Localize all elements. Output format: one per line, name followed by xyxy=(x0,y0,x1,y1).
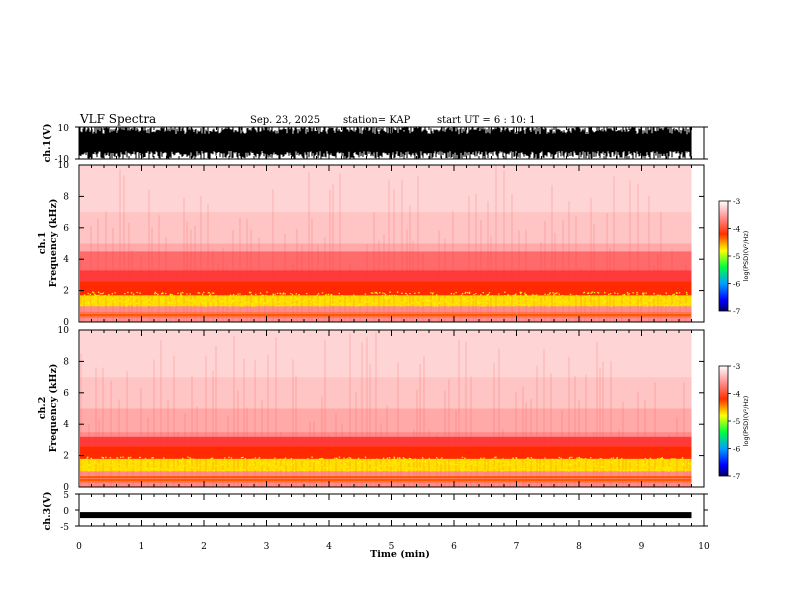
spectrogram-band xyxy=(80,251,692,271)
ch1-ytick-top: 10 xyxy=(58,124,70,134)
colorbar-tick-label: -5 xyxy=(733,417,741,426)
spectrogram-band xyxy=(80,295,692,307)
time-tick-label: 2 xyxy=(201,542,207,552)
header-date: Sep. 23, 2025 xyxy=(250,115,320,126)
spectrogram-haze xyxy=(80,330,692,378)
colorbar-tick-label: -3 xyxy=(733,362,741,371)
colorbar-tick-label: -3 xyxy=(733,197,741,206)
spectrogram-band xyxy=(80,436,692,447)
colorbar-tick-label: -4 xyxy=(733,390,741,399)
ch3-ytick-mid: 0 xyxy=(63,507,69,517)
colorbar-tick-label: -7 xyxy=(733,307,741,316)
time-ticks xyxy=(75,126,708,527)
spectrogram-band xyxy=(80,312,692,318)
waveform-ch3-panel: 5 0 -5 ch.3(V) 0 1 2 3 4 5 6 7 8 9 10 Time (min) xyxy=(42,491,710,560)
ch3-waveform-band xyxy=(80,512,692,519)
figure-title: VLF Spectra xyxy=(79,112,156,126)
time-tick-label: 8 xyxy=(576,542,582,552)
time-tick-label: 3 xyxy=(264,542,270,552)
time-tick-label: 5 xyxy=(389,542,395,552)
time-tick-label: 6 xyxy=(451,542,457,552)
x-axis-label: Time (min) xyxy=(370,549,430,560)
colorbar-tick-label: -6 xyxy=(733,280,741,289)
spec2-ylabel-frequency: Frequency (kHz) xyxy=(48,364,59,453)
freq-ytick-label: 10 xyxy=(58,326,70,336)
spectrogram-haze xyxy=(80,212,692,244)
spectrogram-haze xyxy=(80,165,692,213)
ch1-ytick-bottom: -10 xyxy=(55,155,70,165)
freq-ytick-label: 0 xyxy=(63,318,69,328)
spectrogram-band xyxy=(80,458,692,472)
spectrogram-band xyxy=(80,476,692,483)
waveform-ch3-trace xyxy=(80,512,692,519)
header-station: station= KAP xyxy=(343,115,411,126)
spectrogram-band xyxy=(80,281,692,296)
freq-ytick-label: 2 xyxy=(63,452,69,462)
ch3-ytick-bottom: -5 xyxy=(60,523,69,533)
ch3-ylabel: ch.3(V) xyxy=(42,492,53,531)
spectrogram-ch1-image xyxy=(79,165,704,322)
freq-ytick-label: 0 xyxy=(63,483,69,493)
colorbar-ch2-label: log(PSD)(V²/Hz) xyxy=(742,396,750,447)
spectrogram-ch2-image xyxy=(79,330,704,487)
spec1-ylabel-frequency: Frequency (kHz) xyxy=(48,199,59,288)
time-tick-label: 4 xyxy=(326,542,332,552)
colorbar-tick-label: -4 xyxy=(733,225,741,234)
spectrogram-streaks xyxy=(80,332,691,487)
freq-ytick-label: 2 xyxy=(63,287,69,297)
colorbar-tick-label: -5 xyxy=(733,252,741,261)
header-start-time: start UT = 6 : 10: 1 xyxy=(437,115,536,126)
waveform-ch1-trace xyxy=(79,127,692,159)
ch3-ytick-top: 5 xyxy=(63,491,69,501)
freq-ytick-label: 8 xyxy=(63,357,69,367)
time-tick-label: 0 xyxy=(76,542,82,552)
spectrogram-speckle xyxy=(80,456,692,472)
freq-ytick-label: 10 xyxy=(58,161,70,171)
spectrogram-band xyxy=(80,270,692,282)
colorbar-tick-label: -7 xyxy=(733,472,741,481)
freq-ytick-label: 4 xyxy=(63,255,69,265)
time-tick-label: 9 xyxy=(639,542,645,552)
spec2-ylabel-channel: ch.2 xyxy=(37,397,48,420)
time-tick-label: 7 xyxy=(514,542,520,552)
freq-ytick-label: 6 xyxy=(63,224,69,234)
colorbar-tick-label: -6 xyxy=(733,445,741,454)
spectrogram-haze xyxy=(80,377,692,409)
time-tick-label: 10 xyxy=(698,542,710,552)
spectrogram-haze xyxy=(80,408,692,433)
time-tick-label: 1 xyxy=(139,542,145,552)
colorbar-ch2 xyxy=(718,365,729,477)
freq-ytick-label: 4 xyxy=(63,420,69,430)
freq-ytick-label: 8 xyxy=(63,192,69,202)
colorbar-ch1-label: log(PSD)(V²/Hz) xyxy=(742,231,750,282)
freq-ytick-label: 6 xyxy=(63,389,69,399)
spectrogram-band xyxy=(80,446,692,459)
ch1-ylabel: ch.1(V) xyxy=(42,124,53,163)
colorbar-ch1 xyxy=(718,200,729,312)
ch1-waveform-line xyxy=(79,127,692,159)
spectrogram-speckle xyxy=(80,291,690,307)
spec1-ylabel-channel: ch.1 xyxy=(37,232,48,255)
